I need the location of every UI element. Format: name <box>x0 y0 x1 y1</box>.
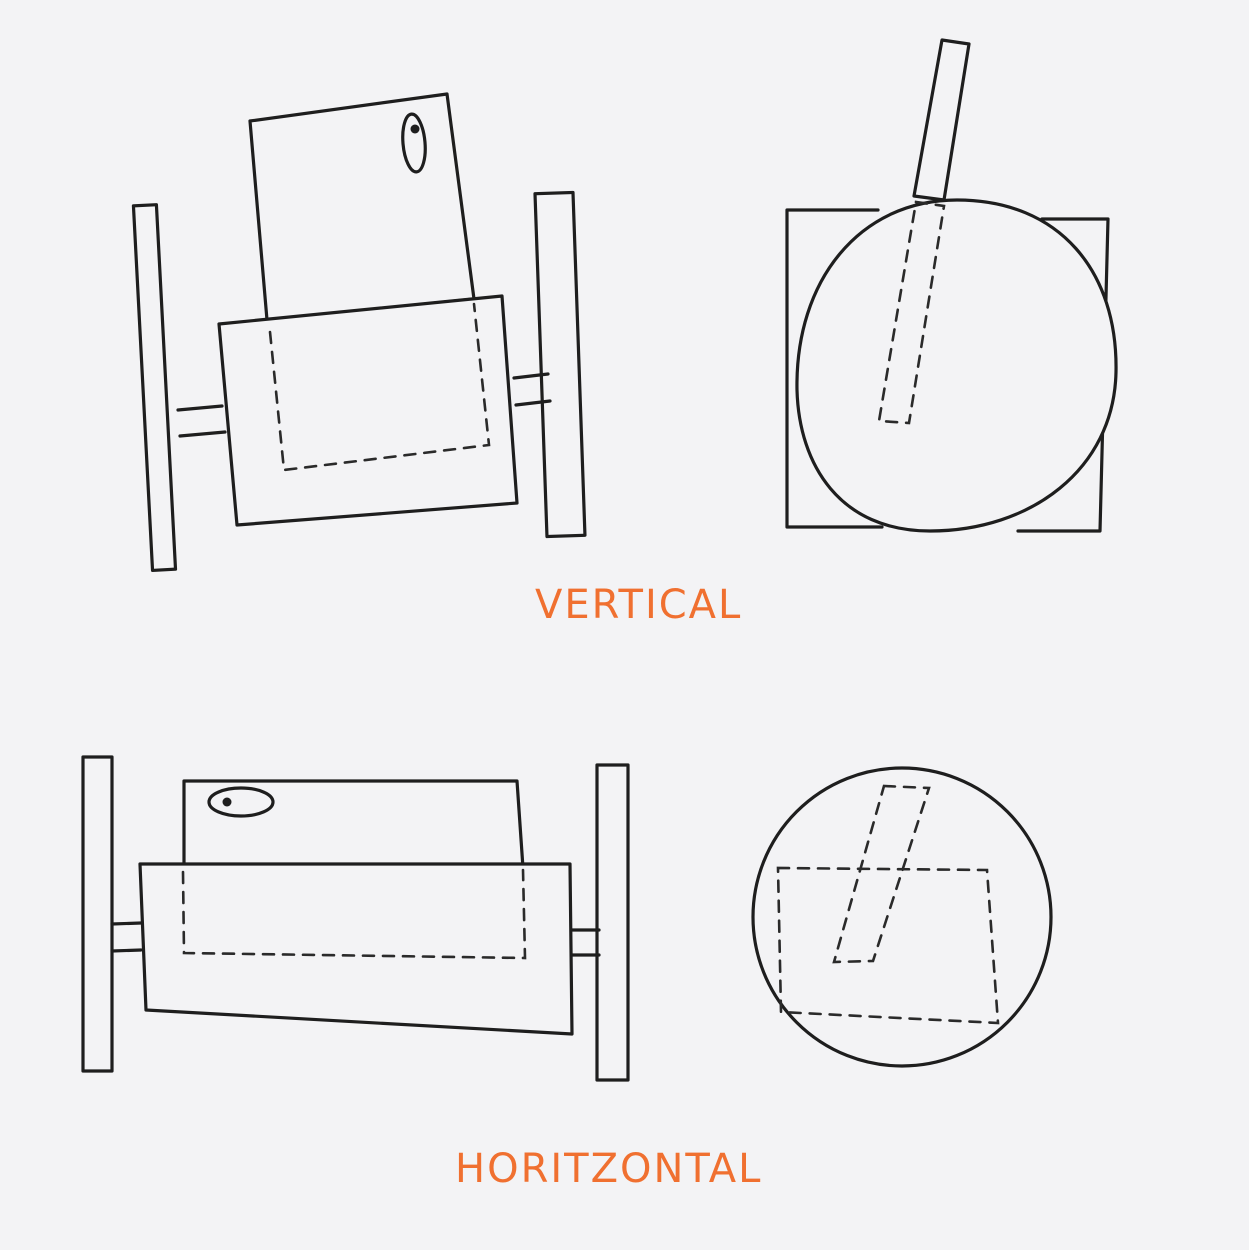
vertical-body <box>217 294 519 527</box>
label-vertical: Vertical <box>535 582 743 628</box>
vertical-front-disc <box>795 198 1118 533</box>
vertical-right-axle <box>512 372 552 407</box>
vertical-front-mast <box>912 38 971 202</box>
label-horizontal: HORITZONTAL <box>455 1146 763 1192</box>
horizontal-camera-lens <box>207 786 275 818</box>
horizontal-front-view <box>751 766 1053 1068</box>
vertical-front-hidden-mast <box>877 200 946 425</box>
vertical-phone <box>248 92 476 322</box>
vertical-left-wheel <box>131 203 178 572</box>
vertical-hidden-phone-outline <box>268 302 491 472</box>
horizontal-left-wheel <box>81 755 114 1073</box>
vertical-right-wheel <box>533 190 587 539</box>
horizontal-front-hidden-mast <box>832 784 931 964</box>
horizontal-phone <box>182 779 525 870</box>
vertical-camera-lens <box>401 112 427 174</box>
horizontal-right-wheel <box>595 763 630 1082</box>
vertical-left-axle <box>176 404 227 438</box>
horizontal-hidden-phone-outline <box>181 868 527 960</box>
horizontal-body <box>138 862 574 1036</box>
horizontal-front-disc <box>751 766 1053 1068</box>
horizontal-side-view <box>81 755 630 1082</box>
horizontal-right-axle <box>567 928 601 957</box>
vertical-front-view <box>785 38 1118 533</box>
vertical-camera-dot <box>410 124 420 134</box>
horizontal-left-axle <box>110 921 143 953</box>
vertical-side-view <box>131 92 587 572</box>
horizontal-camera-dot <box>222 797 232 807</box>
vertical-front-frame <box>785 208 884 529</box>
horizontal-front-hidden-box <box>776 866 1000 1025</box>
